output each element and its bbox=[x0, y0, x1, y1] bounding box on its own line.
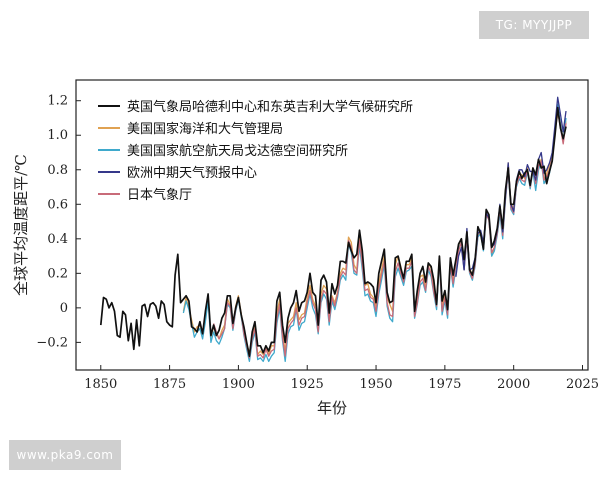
y-tick-label-2: 0.2 bbox=[47, 266, 68, 281]
axis-layer: 1850 1875 1900 1925 1950 1975 2000 2025 −0.2 0 0.2… bbox=[36, 94, 599, 392]
y-tick-label-3: 0.4 bbox=[47, 232, 68, 247]
y-axis-title: 全球平均温度距平/℃ bbox=[12, 154, 30, 296]
legend-label-3: 欧洲中期天气预报中心 bbox=[127, 165, 257, 181]
legend-label-2: 美国国家航空航天局戈达德空间研究所 bbox=[127, 143, 348, 159]
y-tick-label-0: −0.2 bbox=[36, 335, 68, 350]
x-tick-label-1925: 1925 bbox=[291, 377, 324, 392]
y-tick-label-4: 0.6 bbox=[47, 197, 68, 212]
series-layer bbox=[99, 96, 567, 363]
y-tick-label-5: 0.8 bbox=[47, 163, 68, 178]
x-tick-label-1850: 1850 bbox=[84, 377, 117, 392]
y-tick-label-1: 0 bbox=[60, 301, 68, 316]
series-line-0 bbox=[99, 106, 567, 358]
legend-label-4: 日本气象厅 bbox=[127, 187, 192, 203]
watermark-top: TG: MYYJJPP bbox=[479, 11, 589, 39]
legend: 英国气象局哈德利中心和东英吉利大学气候研究所美国国家海洋和大气管理局美国国家航空… bbox=[98, 99, 413, 203]
x-tick-label-1975: 1975 bbox=[428, 377, 461, 392]
x-tick-label-2025: 2025 bbox=[566, 377, 599, 392]
series-line-3 bbox=[455, 96, 567, 277]
y-tick-label-7: 1.2 bbox=[47, 94, 68, 109]
legend-label-1: 美国国家海洋和大气管理局 bbox=[127, 121, 283, 137]
legend-label-0: 英国气象局哈德利中心和东英吉利大学气候研究所 bbox=[127, 99, 413, 115]
x-tick-label-1900: 1900 bbox=[222, 377, 255, 392]
x-axis-title: 年份 bbox=[317, 399, 347, 417]
watermark-bottom: www.pka9.com bbox=[9, 440, 121, 470]
y-tick-label-6: 1.0 bbox=[47, 128, 68, 143]
x-tick-label-1950: 1950 bbox=[359, 377, 392, 392]
x-tick-label-2000: 2000 bbox=[497, 377, 530, 392]
series-line-2 bbox=[182, 103, 567, 363]
x-tick-label-1875: 1875 bbox=[153, 377, 186, 392]
plot-frame bbox=[75, 79, 589, 371]
